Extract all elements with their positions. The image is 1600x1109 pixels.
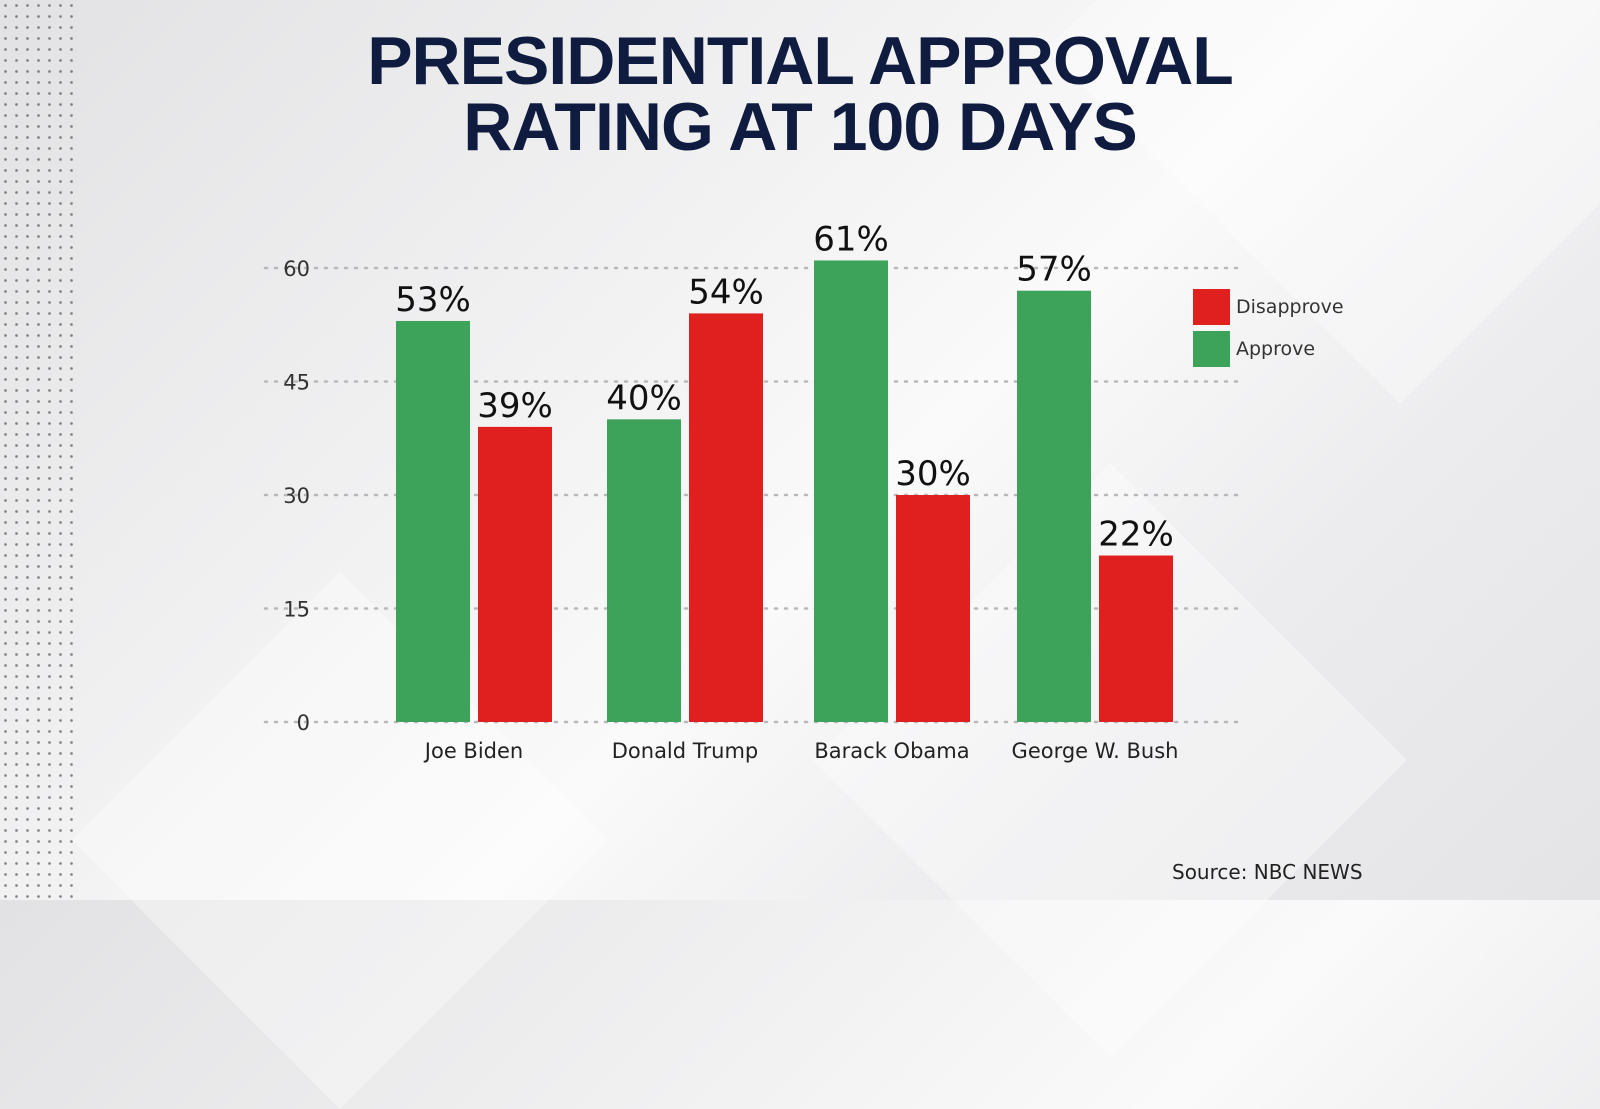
x-tick-label: Joe Biden	[423, 739, 523, 763]
source-note: Source: NBC NEWS	[1172, 860, 1363, 884]
x-tick-label: Donald Trump	[612, 739, 759, 763]
bar-approve	[396, 320, 470, 722]
data-label: 53%	[395, 280, 471, 320]
y-tick-label: 60	[283, 257, 310, 281]
bar-disapprove	[1099, 555, 1173, 722]
bar-disapprove	[478, 426, 552, 722]
y-tick-label: 45	[283, 371, 310, 395]
legend-label: Disapprove	[1236, 296, 1344, 318]
y-tick-label: 15	[283, 598, 310, 622]
y-tick-label: 0	[297, 711, 310, 735]
data-label: 40%	[606, 378, 682, 418]
data-label: 30%	[895, 454, 971, 494]
bar-disapprove	[689, 313, 763, 722]
legend-swatch-approve	[1193, 331, 1230, 367]
bar-approve	[814, 260, 888, 722]
legend-label: Approve	[1236, 338, 1315, 360]
data-label: 22%	[1098, 515, 1174, 555]
bar-approve	[1017, 290, 1091, 722]
x-tick-label: Barack Obama	[814, 739, 969, 763]
x-tick-label: George W. Bush	[1012, 739, 1179, 763]
legend-swatch-disapprove	[1193, 289, 1230, 325]
data-label: 39%	[477, 386, 553, 426]
dotted-pattern	[0, 0, 75, 900]
chart-title: PRESIDENTIAL APPROVAL RATING AT 100 DAYS	[0, 23, 1600, 165]
bar-chart: 0 15 30 45 60 53% 39% Joe Biden 40% 54% Donald Tru…	[263, 219, 1344, 763]
title-line-1: PRESIDENTIAL APPROVAL	[367, 23, 1234, 99]
bar-approve	[607, 419, 681, 722]
data-label: 57%	[1016, 250, 1092, 290]
data-label: 54%	[688, 272, 764, 312]
bar-disapprove	[896, 495, 970, 722]
y-tick-label: 30	[283, 484, 310, 508]
title-line-2: RATING AT 100 DAYS	[463, 89, 1138, 165]
data-label: 61%	[813, 219, 889, 259]
